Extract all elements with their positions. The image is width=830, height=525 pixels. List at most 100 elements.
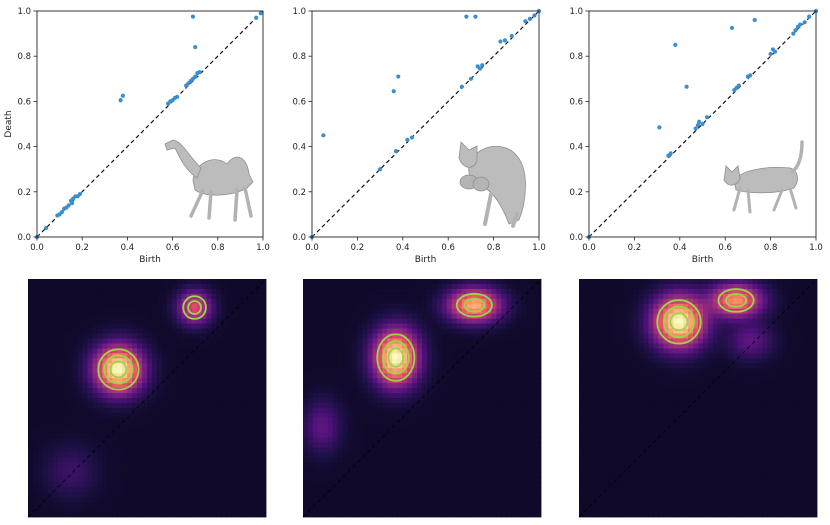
heatmap-cell — [436, 318, 443, 325]
heatmap-cell — [526, 422, 532, 429]
heatmap-cell — [261, 472, 267, 478]
heatmap-cell — [431, 482, 438, 488]
heatmap-cell — [216, 457, 222, 463]
heatmap-cell — [516, 427, 522, 434]
heatmap-cell — [52, 427, 59, 434]
heatmap-cell — [412, 487, 418, 493]
heatmap-cell — [216, 467, 222, 473]
heatmap-cell — [471, 333, 477, 339]
heatmap-cell — [72, 482, 78, 488]
heatmap-cell — [377, 482, 383, 488]
heatmap-cell — [337, 457, 344, 463]
heatmap-cell — [412, 492, 418, 498]
heatmap-cell — [327, 293, 334, 300]
heatmap-cell — [256, 343, 262, 349]
data-point — [523, 19, 528, 24]
heatmap-cell — [451, 358, 458, 364]
heatmap-cell — [251, 502, 257, 508]
heatmap-cell — [77, 338, 83, 344]
heatmap-cell — [107, 318, 113, 325]
heatmap-cell — [451, 467, 458, 473]
heatmap-cell — [117, 363, 123, 369]
heatmap-cell — [186, 427, 193, 434]
heatmap-cell — [107, 333, 113, 339]
heatmap-cell — [37, 507, 44, 513]
heatmap-cell — [196, 437, 202, 444]
heatmap-cell — [92, 457, 98, 463]
heatmap-cell — [47, 472, 54, 478]
heatmap-cell — [186, 477, 193, 483]
heatmap-cell — [181, 378, 188, 384]
heatmap-cell — [466, 298, 472, 305]
heatmap-cell — [77, 412, 83, 419]
heatmap-cell — [166, 442, 173, 448]
heatmap-cell — [181, 512, 188, 518]
heatmap-cell — [52, 502, 59, 508]
heatmap-cell — [476, 383, 482, 389]
heatmap-cell — [191, 373, 197, 379]
heatmap-cell — [127, 348, 133, 354]
heatmap-cell — [82, 313, 88, 320]
heatmap-cell — [82, 497, 88, 503]
heatmap-cell — [42, 477, 49, 483]
heatmap-cell — [77, 497, 83, 503]
heatmap-cell — [506, 363, 512, 369]
heatmap-cell — [191, 442, 197, 448]
heatmap-cell — [216, 328, 222, 334]
heatmap-cell — [303, 328, 309, 334]
heatmap-cell — [422, 427, 428, 434]
heatmap-cell — [231, 427, 237, 434]
heatmap-cell — [261, 492, 267, 498]
heatmap-cell — [67, 298, 74, 305]
heatmap-cell — [342, 457, 349, 463]
heatmap-cell — [511, 437, 517, 444]
heatmap-cell — [92, 487, 98, 493]
heatmap-cell — [397, 358, 403, 364]
heatmap-cell — [382, 279, 388, 285]
heatmap-cell — [352, 358, 358, 364]
heatmap-cell — [211, 427, 217, 434]
heatmap-cell — [608, 283, 615, 290]
heatmap-cell — [516, 283, 522, 290]
heatmap-cell — [688, 279, 694, 285]
heatmap-cell — [322, 348, 329, 354]
heatmap-cell — [132, 288, 138, 295]
heatmap-cell — [176, 323, 183, 329]
heatmap-cell — [57, 303, 64, 310]
heatmap-cell — [67, 462, 74, 468]
heatmap-cell — [256, 363, 262, 369]
heatmap-cell — [147, 432, 153, 439]
heatmap-cell — [132, 447, 138, 453]
heatmap-cell — [161, 313, 168, 320]
heatmap-cell — [57, 338, 64, 344]
heatmap-cell — [62, 457, 69, 463]
heatmap-cell — [511, 293, 517, 300]
heatmap-cell — [52, 308, 59, 315]
axes-frame — [311, 10, 540, 238]
heatmap-cell — [181, 363, 188, 369]
heatmap-cell — [176, 437, 183, 444]
heatmap-cell — [451, 477, 458, 483]
heatmap-cell — [82, 432, 88, 439]
heatmap-cell — [137, 482, 143, 488]
heatmap-cell — [307, 383, 314, 389]
heatmap-cell — [372, 388, 378, 394]
heatmap-cell — [117, 313, 123, 320]
heatmap-cell — [191, 313, 197, 320]
heatmap-cell — [402, 318, 408, 325]
heatmap-cell — [231, 328, 237, 334]
heatmap-cell — [476, 402, 482, 409]
heatmap-cell — [481, 497, 487, 503]
heatmap-cell — [161, 427, 168, 434]
heatmap-cell — [327, 298, 334, 305]
heatmap-cell — [476, 343, 482, 349]
heatmap-cell — [526, 432, 532, 439]
heatmap-cell — [516, 407, 522, 414]
heatmap-cell — [526, 398, 532, 404]
heatmap-cell — [231, 348, 237, 354]
heatmap-cell — [417, 328, 423, 334]
heatmap-cell — [426, 323, 433, 329]
heatmap-cell — [412, 422, 418, 429]
heatmap-cell — [57, 412, 64, 419]
heatmap-cell — [377, 467, 383, 473]
